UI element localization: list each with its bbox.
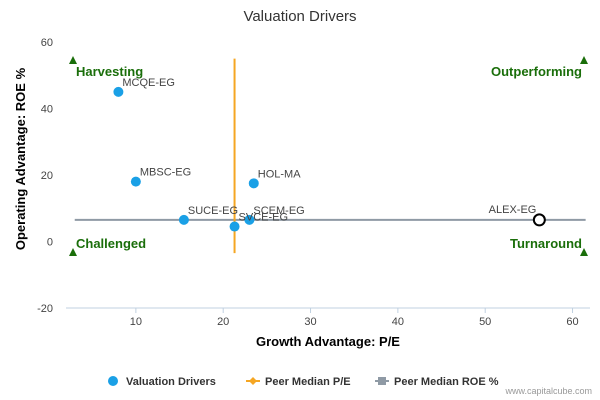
legend-circle-icon [108,376,118,386]
data-point [178,214,189,225]
credit-text: www.capitalcube.com [504,386,592,396]
y-tick-label: 40 [41,104,53,116]
data-point [248,178,259,189]
y-tick-label: 20 [41,170,53,182]
data-points: MCQE-EG MBSC-EG HOL-MA SUCE-EG SCEM-EGSVCE-E… [113,77,546,232]
legend-label: Peer Median ROE % [394,376,499,388]
quadrant-triangle-icon [580,56,588,64]
legend-diamond-icon [249,377,257,385]
data-point-label: ALEX-EG [489,204,537,216]
y-tick-label: 60 [41,37,53,49]
quadrant-labels: Harvesting Outperforming Challenged Turnaro… [69,56,588,256]
x-tick-label: 50 [479,316,491,328]
legend[interactable]: Valuation Drivers Peer Median P/E Peer Med… [108,376,499,388]
legend-square-icon [378,377,386,385]
quadrant-triangle-icon [580,248,588,256]
data-point [229,221,240,232]
x-tick-label: 60 [566,316,578,328]
data-point [532,213,546,227]
data-point-label: MCQE-EG [122,77,175,89]
quadrant-label-turnaround: Turnaround [510,236,582,251]
data-point-label: MBSC-EG [140,167,191,179]
quadrant-label-outperforming: Outperforming [491,64,582,79]
x-tick-label: 20 [217,316,229,328]
chart-title: Valuation Drivers [243,8,356,25]
legend-label: Peer Median P/E [265,376,351,388]
y-tick-label: -20 [37,303,53,315]
data-point-label: SUCE-EG [188,205,238,217]
data-point [113,86,124,97]
legend-label: Valuation Drivers [126,376,216,388]
data-point-label: SCEM-EG [253,205,304,217]
data-point [244,214,255,225]
x-axis-title: Growth Advantage: P/E [256,334,400,349]
axes: 10 20 30 40 50 60 -20 0 20 40 60 [37,37,590,328]
data-point-label: HOL-MA [258,168,301,180]
x-tick-label: 40 [392,316,404,328]
quadrant-triangle-icon [69,56,77,64]
quadrant-label-harvesting: Harvesting [76,64,143,79]
reference-lines [74,58,586,254]
data-point-label: SVCE-EG [239,212,289,224]
y-axis-title: Operating Advantage: ROE % [13,67,28,250]
quadrant-triangle-icon [69,248,77,256]
x-tick-label: 10 [130,316,142,328]
data-point [130,176,141,187]
y-tick-label: 0 [47,237,53,249]
quadrant-label-challenged: Challenged [76,236,146,251]
x-tick-label: 30 [304,316,316,328]
